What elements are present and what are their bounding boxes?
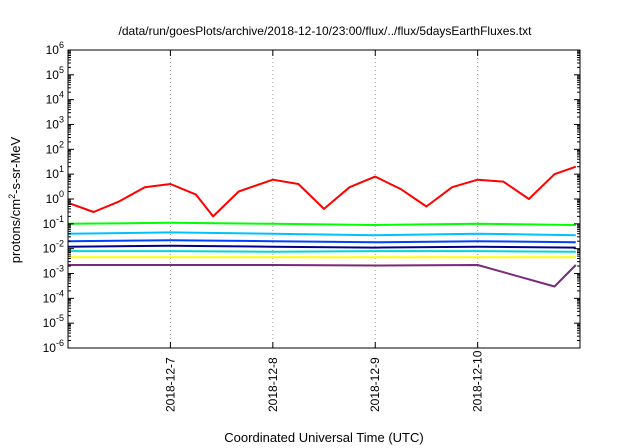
y-tick-exponent: -4 xyxy=(56,288,64,298)
y-tick-base: 10 xyxy=(46,142,60,156)
y-tick-label: 103 xyxy=(46,115,64,132)
y-tick-base: 10 xyxy=(43,316,57,330)
series-line-2 xyxy=(67,221,576,226)
y-axis-label-prefix: protons/cm xyxy=(8,199,23,263)
x-axis: 2018-12-7 2018-12-8 2018-12-9 2018-12-10 xyxy=(163,50,485,412)
y-tick-exponent: -2 xyxy=(56,239,64,249)
y-tick-base: 10 xyxy=(46,68,60,82)
y-tick-base: 10 xyxy=(43,291,57,305)
y-tick-exponent: -5 xyxy=(56,313,64,323)
chart-title: /data/run/goesPlots/archive/2018-12-10/2… xyxy=(119,24,533,38)
y-tick-label: 106 xyxy=(46,40,64,57)
y-tick-exponent: 0 xyxy=(59,189,64,199)
y-tick-exponent: 6 xyxy=(59,40,64,50)
y-tick-label: 100 xyxy=(46,189,64,206)
y-tick-exponent: 3 xyxy=(59,115,64,125)
grid xyxy=(169,50,479,348)
y-tick-label: 104 xyxy=(46,90,64,107)
y-tick-label: 105 xyxy=(46,65,64,82)
y-tick-base: 10 xyxy=(43,242,57,256)
x-tick-label: 2018-12-8 xyxy=(266,357,280,412)
y-tick-base: 10 xyxy=(46,167,60,181)
series-layer xyxy=(67,165,577,288)
y-tick-label: 10-2 xyxy=(43,239,64,256)
y-tick-exponent: 4 xyxy=(59,90,64,100)
y-tick-base: 10 xyxy=(43,217,57,231)
y-tick-exponent: 5 xyxy=(59,65,64,75)
x-tick-label: 2018-12-9 xyxy=(368,357,382,412)
y-tick-label: 10-3 xyxy=(43,264,64,281)
y-tick-label: 10-6 xyxy=(43,338,64,355)
series-line-6 xyxy=(68,250,576,253)
y-tick-exponent: 1 xyxy=(59,164,64,174)
y-axis-label: protons/cm2-s-sr-MeV xyxy=(7,136,23,263)
y-axis: 10-610-510-410-310-210-11001011021031041… xyxy=(43,40,580,355)
y-tick-label: 101 xyxy=(46,164,64,181)
y-tick-exponent: -1 xyxy=(56,214,64,224)
y-tick-label: 10-5 xyxy=(43,313,64,330)
y-tick-base: 10 xyxy=(43,341,57,355)
series-line-8 xyxy=(68,264,577,288)
series-line-3 xyxy=(67,231,576,237)
y-tick-label: 102 xyxy=(46,139,64,156)
x-axis-label: Coordinated Universal Time (UTC) xyxy=(224,430,423,445)
y-tick-exponent: 2 xyxy=(59,139,64,149)
series-line-1 xyxy=(67,165,577,218)
y-tick-exponent: -3 xyxy=(56,264,64,274)
y-tick-label: 10-4 xyxy=(43,288,64,305)
x-tick-label: 2018-12-10 xyxy=(471,350,485,412)
y-axis-label-suffix: -s-sr-MeV xyxy=(8,136,23,193)
y-tick-base: 10 xyxy=(46,93,60,107)
y-tick-base: 10 xyxy=(46,192,60,206)
plot-frame xyxy=(67,49,581,349)
y-tick-label: 10-1 xyxy=(43,214,64,231)
series-line-4 xyxy=(67,239,576,244)
y-tick-base: 10 xyxy=(46,43,60,57)
y-axis-label-sup: 2 xyxy=(7,194,17,199)
y-tick-exponent: -6 xyxy=(56,338,64,348)
y-tick-base: 10 xyxy=(46,118,60,132)
series-line-5 xyxy=(67,244,576,249)
x-tick-label: 2018-12-7 xyxy=(163,357,177,412)
y-tick-base: 10 xyxy=(43,267,57,281)
